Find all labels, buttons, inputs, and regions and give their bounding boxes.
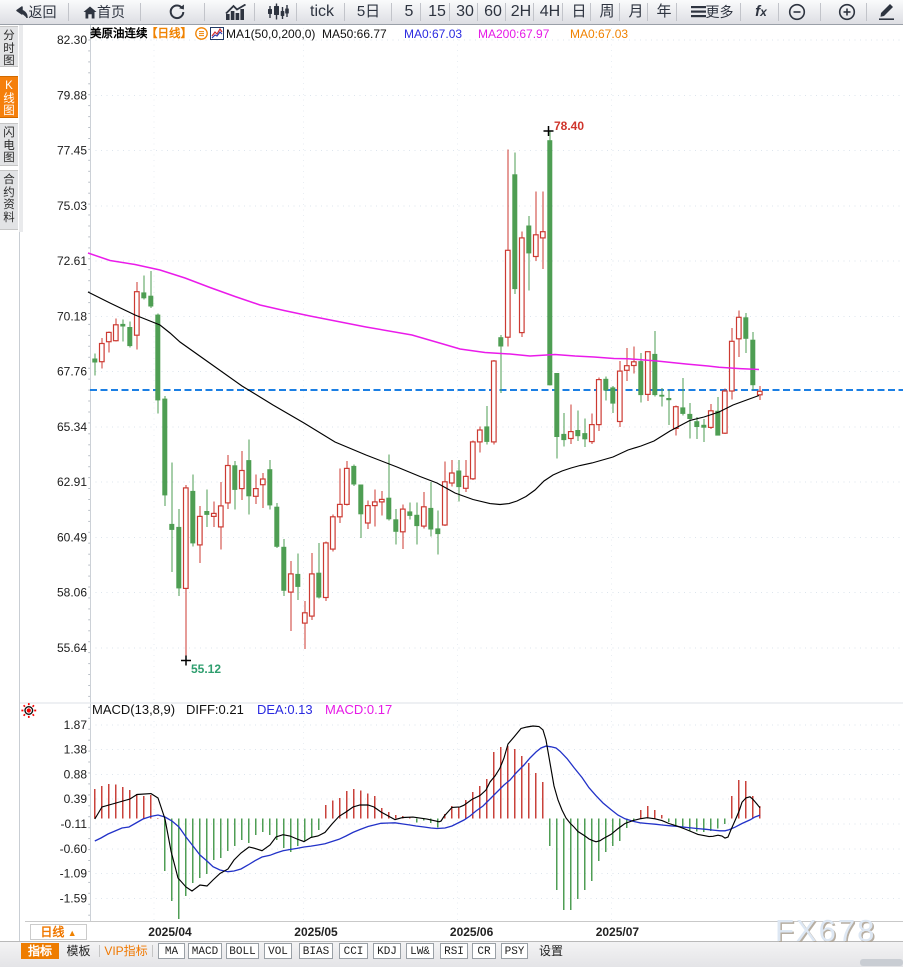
- svg-text:65.34: 65.34: [57, 420, 87, 434]
- svg-text:75.03: 75.03: [57, 199, 87, 213]
- svg-text:67.76: 67.76: [57, 365, 87, 379]
- svg-text:1.87: 1.87: [64, 718, 88, 732]
- svg-text:-0.11: -0.11: [61, 817, 88, 831]
- svg-text:60.49: 60.49: [57, 530, 87, 544]
- svg-text:78.40: 78.40: [554, 119, 584, 133]
- svg-text:0.88: 0.88: [64, 767, 88, 781]
- svg-text:2025/07: 2025/07: [596, 925, 640, 939]
- svg-text:1.38: 1.38: [64, 743, 88, 757]
- svg-text:55.12: 55.12: [191, 662, 221, 676]
- svg-text:2025/04: 2025/04: [148, 925, 192, 939]
- svg-text:55.64: 55.64: [57, 641, 87, 655]
- svg-text:70.18: 70.18: [57, 309, 87, 323]
- svg-text:72.61: 72.61: [57, 254, 87, 268]
- svg-text:77.45: 77.45: [57, 144, 87, 158]
- svg-text:2025/05: 2025/05: [294, 925, 338, 939]
- svg-text:79.88: 79.88: [57, 88, 87, 102]
- svg-text:82.30: 82.30: [57, 33, 87, 47]
- svg-text:58.06: 58.06: [57, 586, 87, 600]
- svg-text:-1.09: -1.09: [60, 867, 88, 881]
- svg-text:-0.60: -0.60: [60, 842, 88, 856]
- svg-text:2025/06: 2025/06: [450, 925, 494, 939]
- svg-text:62.91: 62.91: [57, 475, 87, 489]
- svg-text:0.39: 0.39: [64, 792, 88, 806]
- svg-text:-1.59: -1.59: [60, 891, 88, 905]
